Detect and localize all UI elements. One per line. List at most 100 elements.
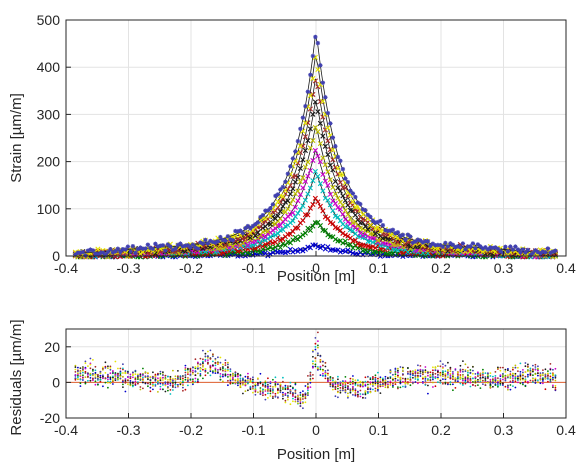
residual-point [537, 367, 539, 370]
residual-point [177, 375, 179, 378]
strain-point [93, 251, 98, 256]
strain-series-6 [72, 99, 558, 259]
residual-point [279, 387, 282, 389]
residual-point [489, 384, 492, 387]
residual-point [459, 377, 462, 380]
residual-point [289, 392, 292, 395]
strain-point [365, 212, 371, 218]
residual-point [399, 378, 402, 381]
residual-point [232, 382, 234, 385]
residual-point [282, 391, 284, 394]
residual-point [539, 373, 542, 376]
residual-point [74, 366, 77, 368]
residual-point [107, 365, 109, 368]
residual-point [404, 386, 407, 388]
strain-point [428, 243, 433, 249]
residual-point [159, 385, 162, 388]
residual-point [507, 384, 509, 387]
residual-point [242, 378, 244, 381]
strain-point [282, 199, 288, 205]
residual-point [549, 380, 552, 383]
residual-point [107, 378, 109, 381]
strain-point [415, 237, 421, 242]
residual-point [107, 386, 109, 389]
residual-point [199, 374, 202, 377]
residual-point [222, 363, 224, 366]
residual-point [134, 369, 137, 372]
residual-point [542, 378, 544, 380]
residual-point [399, 377, 402, 379]
residual-point [429, 375, 432, 377]
residual-point [552, 373, 554, 375]
residual-point [249, 381, 252, 383]
residual-point [299, 391, 302, 394]
residual-point [439, 365, 442, 368]
residual-point [482, 379, 484, 382]
residual-point [379, 392, 382, 394]
residual-point [74, 368, 77, 371]
residual-point [447, 373, 449, 376]
strain-point [125, 244, 131, 249]
residual-point [347, 382, 349, 385]
residual-point [507, 368, 509, 370]
strain-point [488, 245, 493, 250]
residual-point [99, 380, 102, 383]
strain-point [288, 164, 293, 169]
residual-point [304, 392, 307, 395]
residual-point [427, 378, 429, 380]
residual-point [412, 370, 414, 373]
residual-point [162, 384, 164, 386]
residual-point [427, 392, 429, 395]
residual-point [259, 372, 262, 375]
strain-point [123, 247, 128, 252]
residual-point [292, 394, 294, 396]
strain-point [217, 242, 223, 248]
residual-point [212, 371, 214, 374]
residual-point [299, 401, 302, 403]
residual-point [137, 381, 139, 383]
strain-point [548, 250, 553, 256]
residual-point [239, 379, 242, 382]
strain-point [352, 212, 358, 218]
strain-point [238, 228, 243, 233]
strain-point [135, 246, 141, 252]
strain-point [513, 244, 518, 249]
residual-point [452, 372, 454, 375]
residual-point [352, 380, 354, 383]
residual-point [337, 391, 339, 394]
residual-point [464, 378, 467, 381]
strain-point [337, 249, 343, 255]
residual-point [432, 373, 434, 376]
residual-point [309, 378, 312, 380]
residual-point [429, 376, 432, 379]
strain-point [262, 215, 268, 222]
residual-point [147, 372, 149, 374]
residual-point [519, 362, 522, 365]
residual-point [187, 380, 189, 383]
residual-point [432, 366, 434, 369]
residual-point [254, 387, 257, 389]
residual-point [342, 381, 344, 384]
residual-point [159, 372, 162, 375]
strain-x-tick-label: 0 [312, 260, 320, 276]
residual-point [169, 378, 172, 381]
residual-point [459, 371, 462, 373]
strain-point [320, 188, 326, 194]
residual-point [307, 394, 309, 397]
residual-point [272, 378, 274, 381]
residual-point [154, 378, 157, 381]
residual-point [384, 384, 387, 386]
residual-point [134, 380, 137, 383]
strain-point [297, 207, 303, 213]
resid-y-tick-label: 0 [52, 374, 60, 390]
residual-point [414, 376, 417, 379]
residual-point [332, 385, 334, 388]
strain-point [337, 188, 343, 194]
residual-point [227, 384, 229, 387]
residual-point [154, 373, 157, 376]
strain-point [307, 227, 313, 234]
residual-point [337, 384, 339, 387]
residual-point [432, 378, 434, 381]
residual-point [207, 361, 209, 364]
residual-point [449, 368, 452, 370]
